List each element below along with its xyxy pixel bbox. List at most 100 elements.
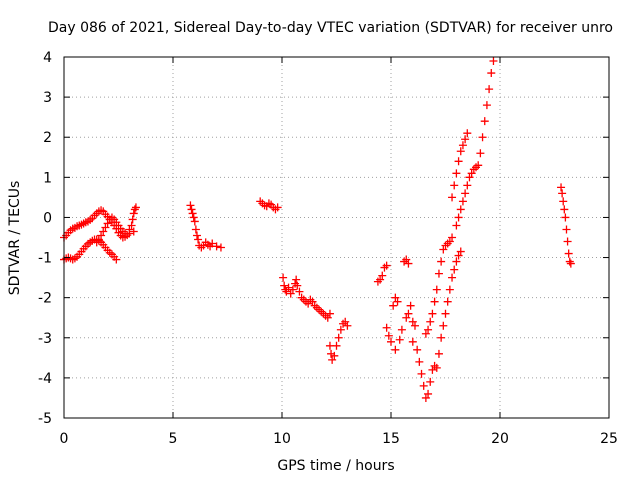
data-point [402, 255, 411, 264]
data-point [188, 209, 197, 218]
data-point [563, 237, 572, 246]
data-point [565, 257, 574, 266]
data-point [112, 255, 121, 264]
data-point [190, 217, 199, 226]
data-point [458, 141, 467, 150]
data-point [376, 275, 385, 284]
data-point [292, 275, 301, 284]
data-point [480, 117, 489, 126]
data-point [384, 331, 393, 340]
data-point [391, 293, 400, 302]
x-axis-label: GPS time / hours [277, 458, 394, 474]
x-tick-label: 25 [600, 431, 618, 447]
data-point [454, 251, 463, 260]
data-point [485, 85, 494, 94]
data-point [426, 377, 435, 386]
y-axis-label: SDTVAR / TECUs [7, 181, 23, 296]
data-point [295, 287, 304, 296]
data-point [273, 203, 282, 212]
data-point [432, 285, 441, 294]
data-point [328, 355, 337, 364]
data-point [186, 201, 195, 210]
data-point [434, 349, 443, 358]
data-point [417, 369, 426, 378]
data-point [216, 243, 225, 252]
data-point [476, 149, 485, 158]
data-point [212, 242, 221, 251]
data-point [194, 235, 203, 244]
data-point [559, 197, 568, 206]
data-point [410, 321, 419, 330]
data-point [308, 297, 317, 306]
data-point [187, 205, 196, 214]
data-point [448, 193, 457, 202]
data-point [434, 269, 443, 278]
data-point [121, 229, 130, 238]
data-point [279, 273, 288, 282]
data-point [404, 259, 413, 268]
data-point [463, 181, 472, 190]
data-point [382, 323, 391, 332]
data-point [463, 129, 472, 138]
data-point [408, 317, 417, 326]
data-point [474, 161, 483, 170]
data-point [478, 133, 487, 142]
data-point [454, 157, 463, 166]
y-tick-label: -2 [38, 291, 52, 307]
y-tick-label: 0 [43, 210, 52, 226]
data-point [421, 329, 430, 338]
data-point [461, 189, 470, 198]
y-tick-label: -3 [38, 331, 52, 347]
y-tick-label: 3 [43, 90, 52, 106]
data-points [60, 57, 575, 402]
data-point [389, 301, 398, 310]
data-point [282, 287, 291, 296]
data-point [97, 231, 106, 240]
data-point [439, 245, 448, 254]
data-point [448, 273, 457, 282]
data-point [461, 135, 470, 144]
data-point [286, 289, 295, 298]
data-point [382, 261, 391, 270]
data-point [304, 299, 313, 308]
data-point [452, 169, 461, 178]
data-point [129, 209, 138, 218]
data-point [456, 147, 465, 156]
data-point [426, 317, 435, 326]
data-point [131, 203, 140, 212]
data-point [557, 183, 566, 192]
data-point [566, 259, 575, 268]
data-point [415, 357, 424, 366]
data-point [189, 213, 198, 222]
data-point [280, 281, 289, 290]
data-point [430, 297, 439, 306]
y-tick-label: 1 [43, 170, 52, 186]
x-tick-label: 10 [273, 431, 291, 447]
data-point [332, 341, 341, 350]
data-point [487, 69, 496, 78]
data-point [450, 181, 459, 190]
data-point [397, 325, 406, 334]
x-tick-label: 5 [169, 431, 178, 447]
y-tick-label: -5 [38, 411, 52, 427]
data-point [458, 197, 467, 206]
data-point [325, 309, 334, 318]
y-tick-label: 2 [43, 130, 52, 146]
y-tick-label: 4 [43, 50, 52, 66]
data-point [330, 351, 339, 360]
data-point [421, 393, 430, 402]
data-point [103, 219, 112, 228]
data-point [564, 249, 573, 258]
data-point [336, 325, 345, 334]
data-point [127, 221, 136, 230]
data-point [448, 233, 457, 242]
data-point [94, 235, 103, 244]
data-point [402, 313, 411, 322]
data-point [452, 257, 461, 266]
data-point [130, 205, 139, 214]
data-point [467, 169, 476, 178]
data-point [419, 381, 428, 390]
data-point [432, 363, 441, 372]
data-point [391, 345, 400, 354]
data-point [395, 335, 404, 344]
